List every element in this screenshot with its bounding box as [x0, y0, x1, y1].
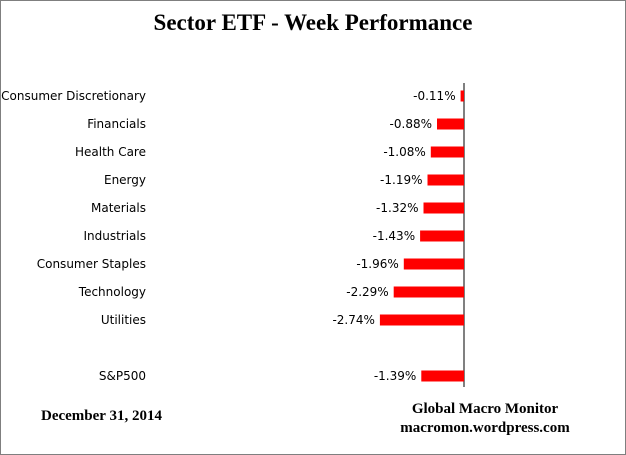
bar: [393, 286, 464, 298]
value-label: -1.32%: [376, 201, 418, 215]
category-label: Financials: [87, 117, 146, 131]
category-label: Consumer Discretionary: [1, 89, 146, 103]
value-label: -0.11%: [413, 89, 455, 103]
bar: [460, 90, 464, 102]
category-label: Materials: [91, 201, 146, 215]
bar: [430, 146, 464, 158]
category-label: Energy: [104, 173, 146, 187]
bars-layer: Consumer Discretionary -0.11% Financials -0…: [1, 89, 464, 383]
value-label: -2.29%: [346, 285, 388, 299]
bar: [379, 314, 464, 326]
category-label: Technology: [78, 285, 146, 299]
chart-title: Sector ETF - Week Performance: [153, 10, 473, 35]
category-label: Utilities: [101, 313, 146, 327]
bar: [421, 370, 464, 382]
source-credit: Global Macro Monitor macromon.wordpress.…: [380, 400, 590, 438]
value-label: -0.88%: [390, 117, 432, 131]
bar: [403, 258, 464, 270]
source-name: Global Macro Monitor: [411, 401, 559, 417]
value-label: -1.43%: [373, 229, 415, 243]
bar: [420, 230, 464, 242]
value-label: -1.08%: [383, 145, 425, 159]
value-label: -1.39%: [374, 369, 416, 383]
category-label: Consumer Staples: [37, 257, 146, 271]
category-label: Health Care: [75, 145, 146, 159]
bar: [427, 174, 464, 186]
date-label: December 31, 2014: [41, 408, 162, 424]
value-label: -1.19%: [380, 173, 422, 187]
value-label: -2.74%: [332, 313, 374, 327]
category-label: S&P500: [99, 369, 146, 383]
bar: [423, 202, 464, 214]
bar: [437, 118, 464, 130]
category-label: Industrials: [83, 229, 146, 243]
source-url: macromon.wordpress.com: [400, 420, 570, 436]
value-label: -1.96%: [356, 257, 398, 271]
